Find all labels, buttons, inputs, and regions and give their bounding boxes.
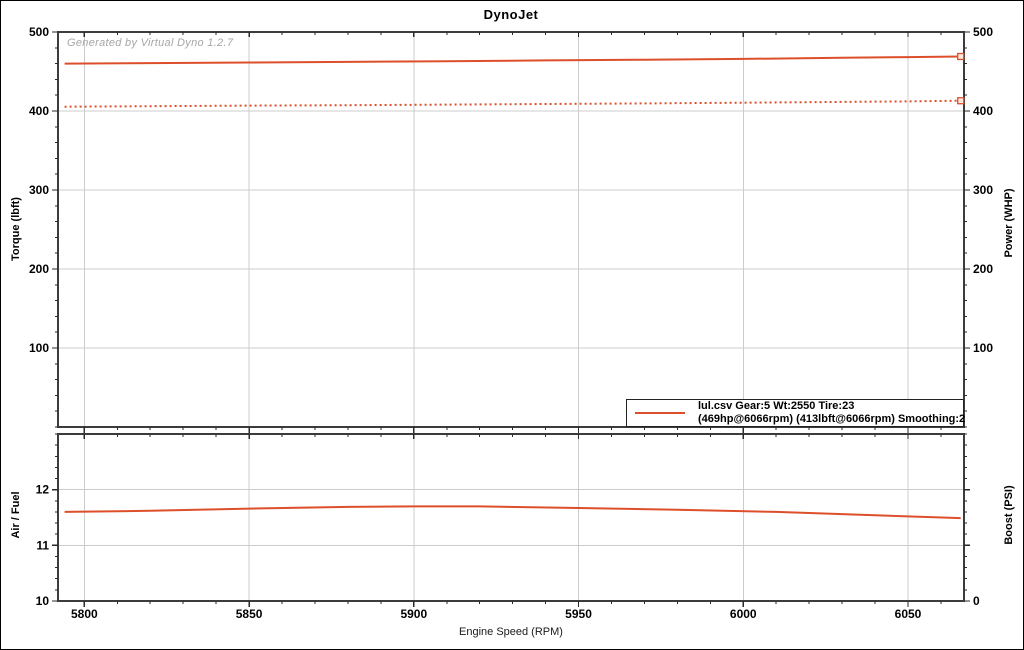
airfuel-axis-label: Air / Fuel: [10, 491, 22, 539]
x-axis-tick-label: 5950: [565, 607, 592, 621]
left-axis-tick-label: 11: [36, 538, 49, 552]
power-axis-label: Power (WHP): [1003, 188, 1015, 258]
legend-line1: lul.csv Gear:5 Wt:2550 Tire:23: [698, 400, 855, 412]
x-axis-tick-label: 5800: [71, 607, 98, 621]
left-axis-tick-label: 12: [36, 483, 50, 497]
left-axis-tick-label: 500: [29, 25, 49, 39]
x-axis-label: Engine Speed (RPM): [459, 626, 563, 638]
x-axis-tick-label: 6050: [895, 607, 922, 621]
right-axis-tick-label: 0: [973, 594, 980, 608]
left-axis-tick-label: 100: [29, 341, 49, 355]
chart-title: DynoJet: [483, 7, 539, 22]
series-end-marker: [957, 52, 965, 61]
right-axis-tick-label: 400: [973, 104, 993, 118]
series-line-air-fuel: [64, 505, 961, 520]
right-axis-tick-label: 500: [973, 25, 993, 39]
left-axis-tick-label: 300: [29, 183, 49, 197]
legend-line2: (469hp@6066rpm) (413lbft@6066rpm) Smooth…: [698, 413, 966, 425]
left-axis-tick-label: 10: [36, 594, 50, 608]
plot-frame-top: [57, 31, 965, 428]
legend-text: lul.csv Gear:5 Wt:2550 Tire:23 (469hp@60…: [698, 400, 965, 426]
torque-axis-label: Torque (lbft): [10, 197, 22, 261]
left-axis-tick-label: 200: [29, 262, 49, 276]
watermark: Generated by Virtual Dyno 1.2.7: [67, 37, 234, 49]
x-axis-tick-label: 5850: [236, 607, 263, 621]
plot-frame-bottom: [57, 433, 965, 602]
series-end-marker: [957, 97, 965, 105]
legend: lul.csv Gear:5 Wt:2550 Tire:23 (469hp@60…: [626, 399, 965, 427]
legend-line-swatch: [635, 412, 685, 414]
boost-axis-label: Boost (PSI): [1003, 485, 1015, 545]
right-axis-tick-label: 300: [973, 183, 993, 197]
right-axis-tick-label: 200: [973, 262, 993, 276]
x-axis-tick-label: 6000: [730, 607, 757, 621]
series-line-power-whp-: [64, 55, 961, 65]
left-axis-tick-label: 400: [29, 104, 49, 118]
x-axis-tick-label: 5900: [400, 607, 427, 621]
series-line-torque-lbft-: [64, 99, 961, 108]
right-axis-tick-label: 100: [973, 341, 993, 355]
